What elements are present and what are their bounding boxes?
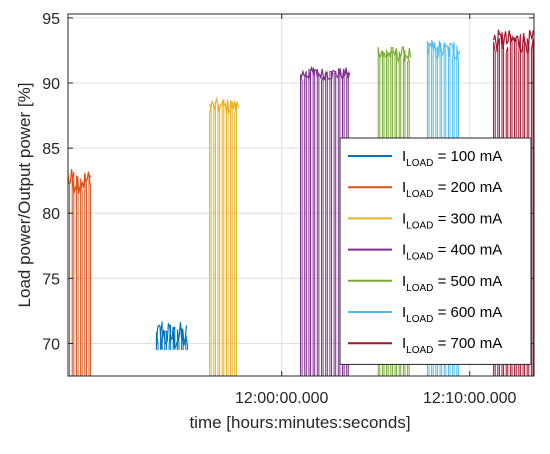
series-2 — [67, 169, 92, 376]
series-6-band — [426, 39, 461, 61]
series-2-band — [67, 169, 92, 194]
legend-entry-6: ILOAD = 600 mA — [402, 304, 502, 325]
series-7-band — [493, 29, 534, 55]
legend-entry-4: ILOAD = 400 mA — [402, 242, 502, 263]
legend-entry-2: ILOAD = 200 mA — [402, 179, 502, 200]
series-7 — [493, 29, 534, 376]
legend-box — [339, 137, 532, 365]
x-tick-label-1: 12:10:00.000 — [423, 390, 517, 407]
series-5-band — [378, 45, 412, 64]
series-4-band — [300, 65, 351, 82]
y-tick-label-2: 80 — [42, 206, 60, 223]
y-tick-label-4: 90 — [42, 76, 60, 93]
y-tick-label-1: 75 — [42, 271, 60, 288]
series-3-band — [209, 96, 239, 116]
x-tick-label-0: 12:00:00.000 — [235, 390, 329, 407]
y-tick-label-5: 95 — [42, 11, 60, 28]
series-6 — [426, 39, 461, 376]
x-axis-ticks: 12:00:00.000 12:10:00.000 — [235, 14, 517, 407]
series-1 — [155, 321, 188, 350]
axes-box — [67, 13, 535, 377]
x-axis-label: time [hours:minutes:seconds] — [189, 413, 410, 432]
legend-entry-1: ILOAD = 100 mA — [402, 148, 502, 169]
series-3 — [209, 96, 239, 376]
y-axis-label: Load power/Output power [%] — [15, 83, 34, 308]
series-2-line — [67, 171, 92, 376]
series-5 — [377, 45, 412, 376]
legend-entry-3: ILOAD = 300 mA — [402, 210, 502, 231]
series-1-band — [155, 322, 187, 350]
y-tick-label-0: 70 — [42, 336, 60, 353]
y-tick-label-3: 85 — [42, 141, 60, 158]
series-3-line — [209, 99, 237, 376]
series-4 — [300, 65, 351, 376]
legend-entry-5: ILOAD = 500 mA — [402, 273, 502, 294]
y-axis-ticks: 70 75 80 85 90 95 — [42, 11, 534, 353]
legend: ILOAD = 100 mA ILOAD = 200 mA ILOAD = 300 … — [339, 137, 532, 365]
legend-entry-7: ILOAD = 700 mA — [402, 335, 502, 356]
plot-area — [67, 29, 534, 376]
